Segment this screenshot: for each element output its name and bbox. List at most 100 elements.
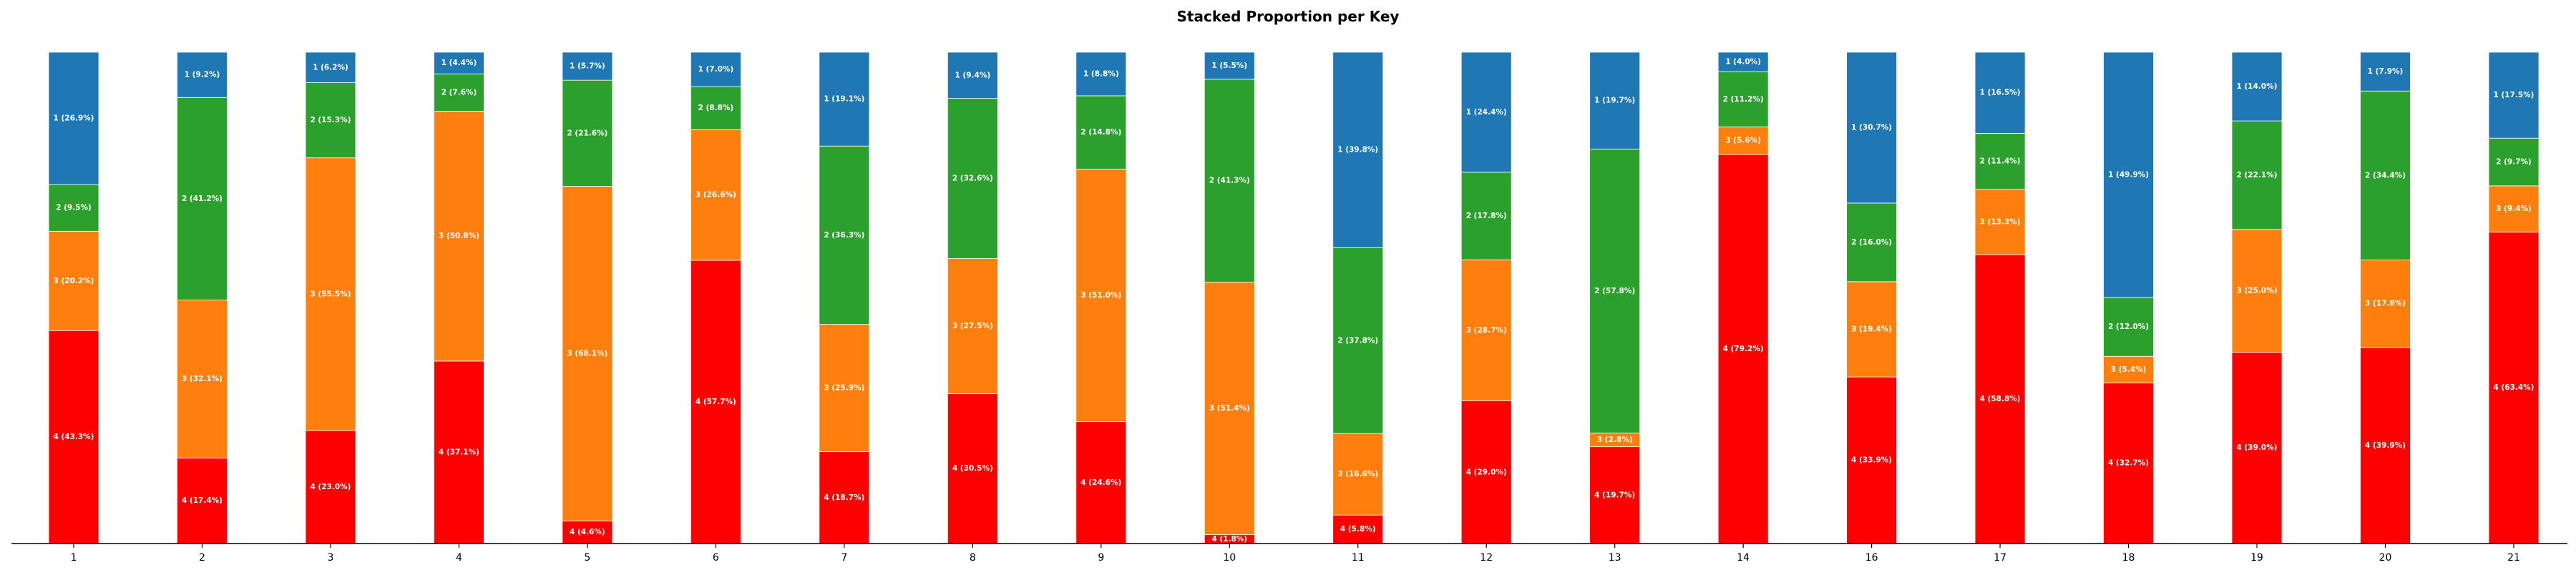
bar-label-key-1-series-1: 1 (26.9%) bbox=[54, 114, 94, 122]
bar-label-key-19-series-4: 4 (39.0%) bbox=[2237, 443, 2278, 452]
bar-segment-key-1-series-1 bbox=[48, 51, 99, 185]
x-tick-label: 9 bbox=[1098, 552, 1104, 564]
bar-label-key-19-series-2: 2 (22.1%) bbox=[2237, 171, 2278, 180]
bar-label-key-20-series-2: 2 (34.4%) bbox=[2365, 171, 2406, 180]
bar-segment-key-8-series-2 bbox=[947, 98, 998, 259]
bar-label-key-3-series-3: 3 (55.5%) bbox=[310, 290, 351, 298]
bar-label-key-13-series-1: 1 (19.7%) bbox=[1594, 97, 1635, 105]
bar-segment-key-8-series-4 bbox=[947, 393, 998, 544]
bar-segment-key-6-series-1 bbox=[690, 51, 741, 87]
bar-segment-key-21-series-1 bbox=[2488, 51, 2540, 139]
bar-segment-key-13-series-4 bbox=[1589, 446, 1641, 544]
bar-label-key-21-series-4: 4 (63.4%) bbox=[2494, 383, 2534, 392]
bar-label-key-6-series-2: 2 (8.8%) bbox=[698, 104, 734, 112]
x-tick-label: 19 bbox=[2250, 552, 2263, 564]
bar-label-key-9-series-2: 2 (14.8%) bbox=[1080, 128, 1121, 137]
x-tick-label: 1 bbox=[71, 552, 77, 564]
bar-segment-key-2-series-2 bbox=[177, 97, 228, 300]
bar-label-key-5-series-4: 4 (4.6%) bbox=[570, 528, 605, 536]
bar-segment-key-9-series-2 bbox=[1075, 95, 1127, 169]
bar-label-key-14-series-1: 1 (4.0%) bbox=[1725, 58, 1761, 67]
bar-label-key-3-series-4: 4 (23.0%) bbox=[310, 483, 351, 491]
bar-label-key-7-series-4: 4 (18.7%) bbox=[824, 493, 864, 502]
bar-label-key-20-series-4: 4 (39.9%) bbox=[2365, 441, 2406, 450]
bars-layer: 4 (43.3%) 3 (20.2%) 2 (9.5%) 1 (26.9%) 4 (17… bbox=[48, 51, 2540, 544]
x-tick-label: 6 bbox=[713, 552, 719, 564]
x-tick-label: 11 bbox=[1352, 552, 1365, 564]
bar-segment-key-16-series-4 bbox=[1846, 376, 1898, 544]
x-tick-label: 20 bbox=[2379, 552, 2392, 564]
bar-label-key-17-series-3: 3 (13.3%) bbox=[1980, 217, 2021, 226]
x-tick-label: 18 bbox=[2122, 552, 2135, 564]
bar-segment-key-10-series-3 bbox=[1204, 282, 1255, 536]
bar-label-key-9-series-1: 1 (8.8%) bbox=[1083, 69, 1119, 78]
bar-label-key-14-series-4: 4 (79.2%) bbox=[1723, 345, 1764, 353]
bar-label-key-8-series-3: 3 (27.5%) bbox=[952, 322, 993, 330]
bar-label-key-17-series-1: 1 (16.5%) bbox=[1980, 89, 2021, 97]
bar-label-key-14-series-3: 3 (5.6%) bbox=[1725, 137, 1761, 145]
bar-segment-key-19-series-3 bbox=[2231, 229, 2283, 353]
bar-label-key-18-series-2: 2 (12.0%) bbox=[2108, 323, 2149, 331]
bar-segment-key-17-series-3 bbox=[1974, 189, 2026, 255]
bar-label-key-10-series-1: 1 (5.5%) bbox=[1211, 62, 1247, 70]
bar-segment-key-20-series-2 bbox=[2360, 90, 2411, 260]
bar-segment-key-4-series-4 bbox=[434, 360, 484, 544]
bar-label-key-16-series-1: 1 (30.7%) bbox=[1851, 123, 1892, 132]
x-tick-label: 8 bbox=[970, 552, 976, 564]
bar-label-key-3-series-1: 1 (6.2%) bbox=[313, 63, 348, 72]
bar-segment-key-9-series-3 bbox=[1075, 169, 1127, 423]
bar-label-key-7-series-3: 3 (25.9%) bbox=[824, 384, 864, 393]
bar-label-key-20-series-1: 1 (7.9%) bbox=[2368, 67, 2404, 76]
bar-label-key-8-series-4: 4 (30.5%) bbox=[952, 464, 993, 473]
bar-label-key-7-series-2: 2 (36.3%) bbox=[824, 231, 864, 240]
bar-label-key-7-series-1: 1 (19.1%) bbox=[824, 95, 864, 104]
bar-label-key-19-series-1: 1 (14.0%) bbox=[2237, 82, 2278, 91]
bar-label-key-6-series-4: 4 (57.7%) bbox=[696, 398, 736, 406]
bar-label-key-12-series-4: 4 (29.0%) bbox=[1466, 468, 1507, 476]
x-tick-label: 5 bbox=[584, 552, 590, 564]
x-tick-label: 17 bbox=[1994, 552, 2006, 564]
bar-label-key-5-series-2: 2 (21.6%) bbox=[567, 129, 608, 137]
bar-segment-key-4-series-1 bbox=[434, 51, 484, 74]
bar-label-key-16-series-4: 4 (33.9%) bbox=[1851, 456, 1892, 465]
bar-segment-key-21-series-3 bbox=[2488, 185, 2540, 232]
bar-segment-key-11-series-2 bbox=[1332, 247, 1384, 434]
bar-label-key-13-series-3: 3 (2.8%) bbox=[1597, 436, 1633, 444]
bar-segment-key-7-series-2 bbox=[819, 145, 870, 325]
bar-segment-key-16-series-1 bbox=[1846, 51, 1898, 204]
bar-segment-key-14-series-1 bbox=[1717, 51, 1769, 72]
bar-segment-key-6-series-4 bbox=[690, 260, 741, 544]
bar-segment-key-3-series-2 bbox=[305, 82, 356, 159]
bar-label-key-12-series-1: 1 (24.4%) bbox=[1466, 108, 1507, 117]
bar-segment-key-10-series-1 bbox=[1204, 51, 1255, 80]
bar-label-key-4-series-2: 2 (7.6%) bbox=[441, 88, 477, 97]
bar-segment-key-2-series-4 bbox=[177, 457, 228, 544]
bar-segment-key-8-series-3 bbox=[947, 258, 998, 394]
bar-label-key-16-series-2: 2 (16.0%) bbox=[1851, 238, 1892, 247]
bar-label-key-4-series-3: 3 (50.8%) bbox=[439, 232, 479, 240]
bar-segment-key-5-series-2 bbox=[562, 79, 613, 187]
bar-label-key-2-series-4: 4 (17.4%) bbox=[182, 496, 223, 505]
bar-segment-key-10-series-2 bbox=[1204, 79, 1255, 282]
bar-label-key-20-series-3: 3 (17.8%) bbox=[2365, 300, 2406, 308]
bar-segment-key-2-series-3 bbox=[177, 300, 228, 458]
bar-segment-key-7-series-4 bbox=[819, 451, 870, 544]
bar-label-key-18-series-4: 4 (32.7%) bbox=[2108, 459, 2149, 468]
chart-title: Stacked Proportion per Key bbox=[1177, 8, 1400, 25]
bar-segment-key-16-series-3 bbox=[1846, 281, 1898, 378]
bar-label-key-4-series-1: 1 (4.4%) bbox=[441, 59, 477, 67]
bar-segment-key-20-series-3 bbox=[2360, 260, 2411, 348]
bar-segment-key-11-series-3 bbox=[1332, 433, 1384, 516]
bar-segment-key-17-series-1 bbox=[1974, 51, 2026, 134]
bar-label-key-19-series-3: 3 (25.0%) bbox=[2237, 287, 2278, 295]
bar-label-key-21-series-2: 2 (9.7%) bbox=[2496, 158, 2532, 167]
bar-segment-key-5-series-4 bbox=[562, 521, 613, 544]
bar-label-key-9-series-4: 4 (24.6%) bbox=[1080, 478, 1121, 487]
bar-label-key-2-series-2: 2 (41.2%) bbox=[182, 195, 223, 203]
bar-label-key-1-series-4: 4 (43.3%) bbox=[54, 433, 94, 441]
bar-segment-key-13-series-2 bbox=[1589, 148, 1641, 433]
bar-segment-key-18-series-4 bbox=[2103, 382, 2154, 544]
bar-label-key-11-series-2: 2 (37.8%) bbox=[1337, 336, 1378, 345]
